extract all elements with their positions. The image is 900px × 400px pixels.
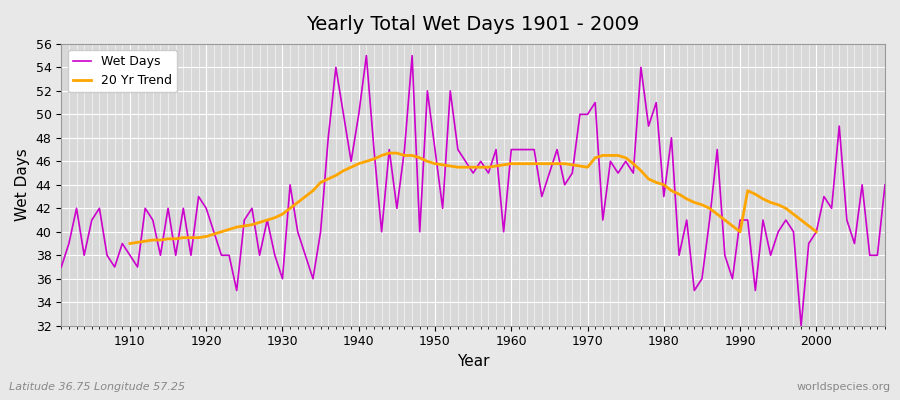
20 Yr Trend bbox=[383, 151, 394, 156]
20 Yr Trend bbox=[284, 206, 295, 211]
20 Yr Trend bbox=[804, 224, 814, 228]
Y-axis label: Wet Days: Wet Days bbox=[15, 148, 30, 221]
20 Yr Trend bbox=[712, 212, 723, 216]
Line: 20 Yr Trend: 20 Yr Trend bbox=[130, 153, 816, 244]
20 Yr Trend bbox=[811, 229, 822, 234]
20 Yr Trend bbox=[300, 194, 310, 199]
Text: worldspecies.org: worldspecies.org bbox=[796, 382, 891, 392]
Wet Days bbox=[605, 159, 616, 164]
Title: Yearly Total Wet Days 1901 - 2009: Yearly Total Wet Days 1901 - 2009 bbox=[307, 15, 640, 34]
Wet Days bbox=[56, 265, 67, 270]
Wet Days bbox=[796, 323, 806, 328]
X-axis label: Year: Year bbox=[457, 354, 490, 369]
20 Yr Trend bbox=[796, 218, 806, 222]
Wet Days bbox=[284, 182, 295, 187]
Wet Days bbox=[514, 147, 525, 152]
20 Yr Trend bbox=[209, 232, 220, 236]
Wet Days bbox=[506, 147, 517, 152]
Legend: Wet Days, 20 Yr Trend: Wet Days, 20 Yr Trend bbox=[68, 50, 177, 92]
Wet Days bbox=[117, 241, 128, 246]
Text: Latitude 36.75 Longitude 57.25: Latitude 36.75 Longitude 57.25 bbox=[9, 382, 185, 392]
20 Yr Trend bbox=[124, 241, 135, 246]
Line: Wet Days: Wet Days bbox=[61, 56, 885, 326]
Wet Days bbox=[330, 65, 341, 70]
Wet Days bbox=[879, 182, 890, 187]
Wet Days bbox=[361, 53, 372, 58]
